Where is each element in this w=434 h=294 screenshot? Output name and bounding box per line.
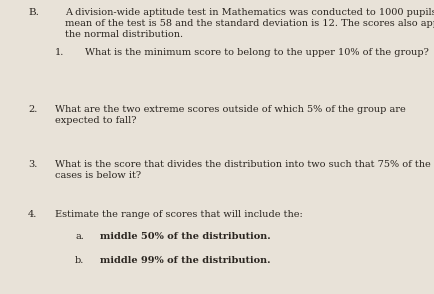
Text: the normal distribution.: the normal distribution. [65, 30, 183, 39]
Text: expected to fall?: expected to fall? [55, 116, 136, 125]
Text: middle 50% of the distribution.: middle 50% of the distribution. [100, 232, 270, 241]
Text: Estimate the range of scores that will include the:: Estimate the range of scores that will i… [55, 210, 302, 219]
Text: b.: b. [75, 256, 84, 265]
Text: What are the two extreme scores outside of which 5% of the group are: What are the two extreme scores outside … [55, 105, 405, 114]
Text: middle 99% of the distribution.: middle 99% of the distribution. [100, 256, 270, 265]
Text: 1.: 1. [55, 48, 64, 57]
Text: 3.: 3. [28, 160, 37, 169]
Text: What is the minimum score to belong to the upper 10% of the group?: What is the minimum score to belong to t… [85, 48, 428, 57]
Text: B.: B. [28, 8, 39, 17]
Text: What is the score that divides the distribution into two such that 75% of the: What is the score that divides the distr… [55, 160, 430, 169]
Text: A division-wide aptitude test in Mathematics was conducted to 1000 pupils. The: A division-wide aptitude test in Mathema… [65, 8, 434, 17]
Text: 4.: 4. [28, 210, 37, 219]
Text: cases is below it?: cases is below it? [55, 171, 141, 180]
Text: 2.: 2. [28, 105, 37, 114]
Text: a.: a. [75, 232, 84, 241]
Text: mean of the test is 58 and the standard deviation is 12. The scores also approxi: mean of the test is 58 and the standard … [65, 19, 434, 28]
